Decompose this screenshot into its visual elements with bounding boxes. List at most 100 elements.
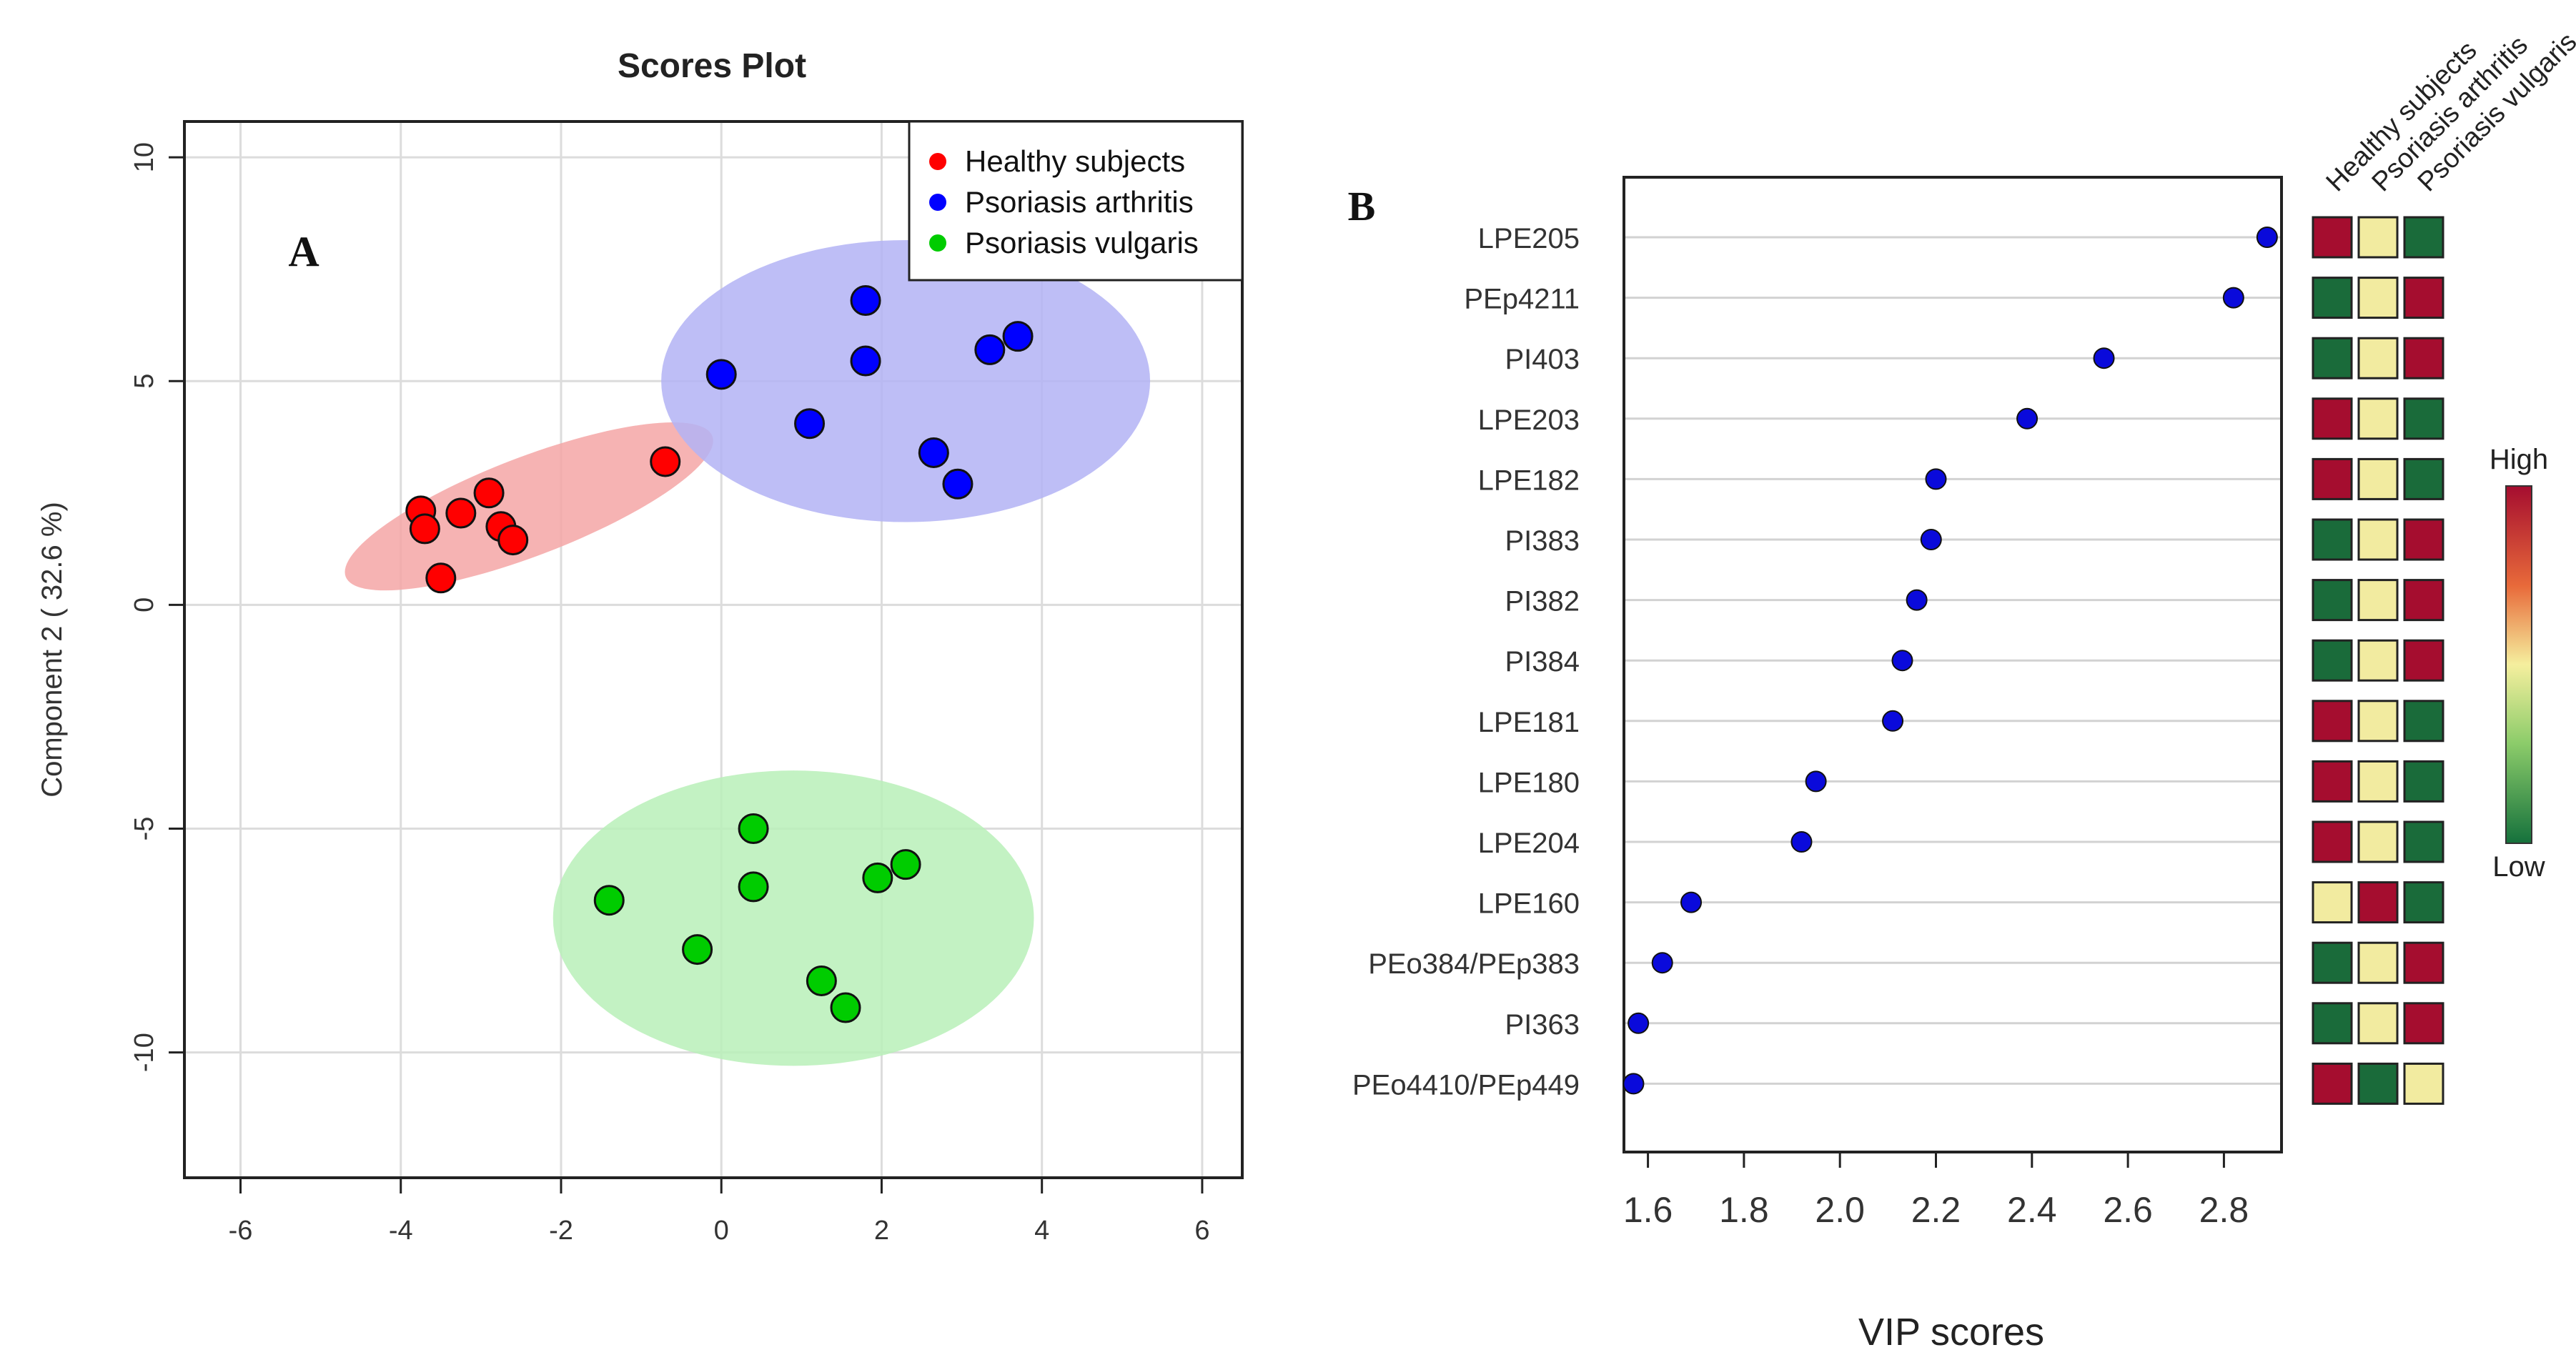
scores-plot-y-axis-label: Component 2 ( 32.6 %) xyxy=(36,502,68,798)
vip-scores-panel: B LPE205 PEp4211 PI403 LPE203 LPE182 PI383 PI3… xyxy=(1348,27,2576,1354)
vip-score-dot xyxy=(2222,287,2244,309)
score-point-psoriasis-vulgaris xyxy=(682,934,713,966)
vip-score-dot xyxy=(1882,710,1904,732)
heatmap-cell xyxy=(2312,700,2353,743)
heatmap-cell xyxy=(2312,639,2353,682)
heatmap-cell xyxy=(2312,1062,2353,1105)
vip-score-dot xyxy=(1651,952,1673,974)
heatmap-cell xyxy=(2403,457,2444,500)
x-tick-label: -6 xyxy=(229,1216,253,1246)
vip-feature-label: LPE203 xyxy=(1478,404,1580,436)
heatmap-cell xyxy=(2403,277,2444,319)
vip-feature-labels: LPE205 PEp4211 PI403 LPE203 LPE182 PI383 PI382… xyxy=(1352,223,1580,1101)
legend-label-healthy: Healthy subjects xyxy=(965,144,1185,178)
legend-box xyxy=(908,120,1244,282)
vip-score-dot xyxy=(1805,770,1827,793)
heatmap-cell xyxy=(2357,579,2399,622)
confidence-ellipse-healthy-subjects xyxy=(345,422,713,591)
x-tick-label: -2 xyxy=(549,1216,573,1246)
vip-x-tick-label: 2.8 xyxy=(2199,1190,2249,1230)
vip-feature-label: LPE205 xyxy=(1478,223,1580,254)
vip-heatmap xyxy=(2312,216,2444,1105)
vip-score-dot xyxy=(1906,589,1928,611)
vip-score-dot xyxy=(1920,529,1942,550)
vip-score-dot xyxy=(2093,347,2115,369)
legend-swatch-vulgaris xyxy=(929,234,946,252)
color-scale-low-label: Low xyxy=(2492,851,2545,883)
score-point-psoriasis-arthritis xyxy=(794,408,826,440)
heatmap-cell xyxy=(2357,1062,2399,1105)
scores-plot-ellipses xyxy=(345,239,1151,1066)
x-tick-label: 6 xyxy=(1194,1216,1209,1246)
heatmap-cell xyxy=(2403,760,2444,803)
vip-score-dot xyxy=(1628,1012,1650,1034)
vip-score-dot xyxy=(2256,227,2278,248)
y-tick-label: -5 xyxy=(129,817,159,841)
score-point-healthy-subjects xyxy=(650,446,681,477)
vip-x-axis-label: VIP scores xyxy=(1858,1311,2044,1354)
x-tick-label: -4 xyxy=(389,1216,413,1246)
heatmap-cell xyxy=(2357,941,2399,984)
heatmap-cell xyxy=(2312,881,2353,924)
score-point-healthy-subjects xyxy=(473,477,505,509)
heatmap-cell xyxy=(2357,457,2399,500)
heatmap-cell xyxy=(2357,1002,2399,1045)
vip-score-dots xyxy=(1623,227,2278,1095)
heatmap-cell xyxy=(2357,760,2399,803)
vip-x-tick-label: 2.4 xyxy=(2007,1190,2057,1230)
vip-feature-label: PEp4211 xyxy=(1464,284,1580,315)
vip-score-dot xyxy=(1790,831,1813,853)
vip-feature-label: LPE180 xyxy=(1478,767,1580,798)
heatmap-cell xyxy=(2403,1062,2444,1105)
scores-plot-points xyxy=(405,285,1034,1023)
score-point-psoriasis-vulgaris xyxy=(738,813,769,845)
heatmap-cell xyxy=(2403,941,2444,984)
vip-feature-label: PI382 xyxy=(1505,586,1580,617)
heatmap-cell xyxy=(2312,397,2353,440)
legend-label-vulgaris: Psoriasis vulgaris xyxy=(965,226,1199,259)
heatmap-cell xyxy=(2357,518,2399,561)
panel-a-label: A xyxy=(288,228,319,275)
y-tick-label: 0 xyxy=(129,597,159,612)
vip-row-lines xyxy=(1624,236,2282,1085)
score-point-psoriasis-arthritis xyxy=(850,345,881,377)
heatmap-cell xyxy=(2312,820,2353,863)
score-point-psoriasis-vulgaris xyxy=(738,871,769,903)
scores-plot-x-ticks: -6 -4 -2 0 2 4 6 xyxy=(229,1178,1210,1246)
score-point-psoriasis-arthritis xyxy=(705,359,737,390)
legend-label-arthritis: Psoriasis arthritis xyxy=(965,185,1194,219)
heatmap-cell xyxy=(2403,397,2444,440)
y-tick-label: 5 xyxy=(129,374,159,389)
x-tick-label: 4 xyxy=(1034,1216,1049,1246)
vip-plot-frame xyxy=(1623,176,2283,1153)
color-scale-high-label: High xyxy=(2490,444,2548,475)
heatmap-cell xyxy=(2312,457,2353,500)
heatmap-cell xyxy=(2403,820,2444,863)
score-point-psoriasis-arthritis xyxy=(918,437,949,468)
heatmap-cell xyxy=(2403,1002,2444,1045)
vip-score-dot xyxy=(2016,407,2038,430)
vip-x-tick-label: 2.6 xyxy=(2103,1190,2153,1230)
scores-plot-y-ticks: 10 5 0 -5 -10 xyxy=(129,142,184,1072)
scores-plot-panel: Scores Plot -6 -4 -2 0 2 4 6 10 5 0 -5 -10 Compone… xyxy=(36,47,1244,1246)
vip-feature-label: PI383 xyxy=(1505,525,1580,557)
heatmap-cell xyxy=(2403,518,2444,561)
score-point-psoriasis-vulgaris xyxy=(806,965,837,996)
vip-feature-label: PEo384/PEp383 xyxy=(1368,948,1580,980)
heatmap-cell xyxy=(2403,579,2444,622)
heatmap-cell xyxy=(2403,216,2444,259)
color-scale-bar xyxy=(2505,485,2532,844)
vip-feature-label: LPE181 xyxy=(1478,707,1580,738)
heatmap-cell xyxy=(2357,639,2399,682)
scores-plot-legend: Healthy subjects Psoriasis arthritis Pso… xyxy=(908,120,1244,282)
vip-feature-label: PEo4410/PEp449 xyxy=(1352,1069,1580,1101)
vip-score-dot xyxy=(1623,1073,1645,1095)
heatmap-cell xyxy=(2312,941,2353,984)
confidence-ellipse-psoriasis-arthritis xyxy=(661,239,1151,522)
confidence-ellipse-psoriasis-vulgaris xyxy=(553,770,1034,1066)
vip-score-dot xyxy=(1925,468,1947,490)
heatmap-cell xyxy=(2403,881,2444,924)
heatmap-cell xyxy=(2357,337,2399,379)
